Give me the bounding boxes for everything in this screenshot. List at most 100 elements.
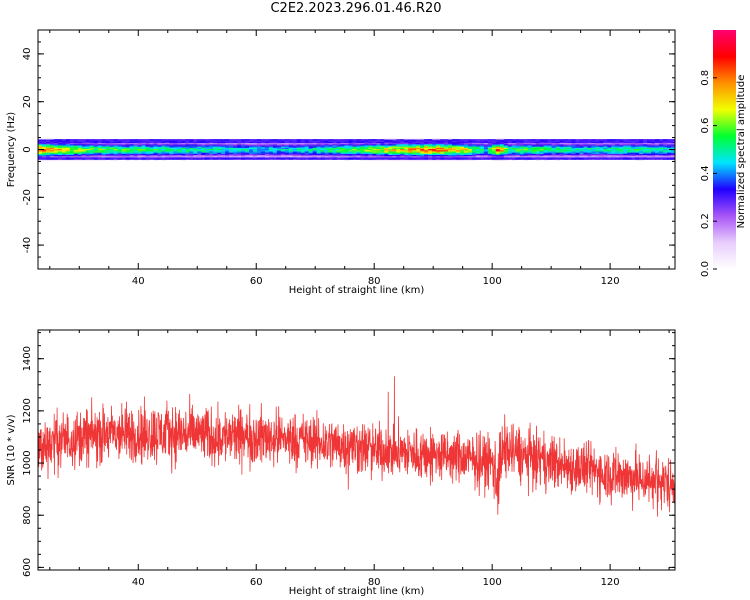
spectrogram-cell <box>241 139 246 141</box>
spectrogram-cell <box>567 151 573 153</box>
spectrogram-cell <box>400 157 405 159</box>
spectrogram-cell <box>619 143 624 146</box>
spectrogram-cell <box>197 143 202 146</box>
spectrogram-cell <box>340 153 346 156</box>
spectrogram-cell <box>456 157 461 159</box>
spectrogram-cell <box>384 146 389 148</box>
spectrogram-cell <box>376 153 381 156</box>
spectrogram-cell <box>432 148 437 151</box>
spectrogram-cell <box>189 143 194 146</box>
spectrogram-cell <box>161 153 166 156</box>
spectrogram-cell <box>165 157 170 159</box>
spectrogram-cell <box>503 154 509 157</box>
spectrogram-cell <box>483 155 489 158</box>
spectrogram-cell <box>635 148 640 151</box>
spectrogram-cell <box>583 146 589 148</box>
spectrogram-cell <box>229 157 234 159</box>
spectrogram-cell <box>635 154 640 157</box>
spectrogram-cell <box>133 141 139 144</box>
spectrogram-cell <box>53 159 59 162</box>
spectrogram-cell <box>364 148 370 151</box>
spectrogram-cell <box>615 154 620 157</box>
spectrogram-cell <box>388 154 393 157</box>
spectrogram-cell <box>332 143 338 146</box>
spectrogram-cell <box>400 151 405 153</box>
spectrogram-cell <box>551 155 557 158</box>
spectrogram-cell <box>320 145 326 147</box>
spectrogram-cell <box>101 147 107 150</box>
spectrogram-cell <box>463 139 469 141</box>
spectrogram-cell <box>61 157 67 159</box>
spectrogram-cell <box>328 142 334 145</box>
spectrogram-cell <box>599 149 604 152</box>
spectrogram-cell <box>308 158 314 160</box>
spectrogram-cell <box>376 151 381 153</box>
spectrogram-cell <box>249 157 254 159</box>
spectrogram-cell <box>360 158 366 160</box>
spectrogram-cell <box>623 139 628 141</box>
spectrogram-cell <box>252 147 258 150</box>
spectrogram-cell <box>145 155 151 158</box>
spectrogram-cell <box>408 153 413 156</box>
spectrogram-cell <box>388 158 393 160</box>
spectrogram-cell <box>364 154 370 157</box>
spectrogram-cell <box>599 152 604 154</box>
spectrogram-cell <box>113 158 119 160</box>
spectrogram-cell <box>161 146 166 148</box>
spectrogram-cell <box>595 142 600 145</box>
spectrogram-cell <box>499 141 505 144</box>
spectrogram-cell <box>324 147 330 150</box>
spectrogram-cell <box>225 153 230 156</box>
spectrogram-cell <box>225 157 230 159</box>
spectrogram-cell <box>408 155 413 158</box>
spectrogram-cell <box>213 152 218 154</box>
spectrogram-cell <box>336 157 342 159</box>
spectrogram-cell <box>328 152 334 154</box>
spectrogram-cell <box>531 140 537 142</box>
spectrogram-cell <box>651 158 656 160</box>
spectrogram-cell <box>280 151 286 153</box>
spectrogram-cell <box>73 154 79 157</box>
spectrogram-cell <box>392 137 397 140</box>
spectrogram-cell <box>296 149 302 152</box>
spectrogram-cell <box>428 152 433 154</box>
spectrogram-cell <box>416 158 421 160</box>
spectrogram-cell <box>300 154 306 157</box>
spectrogram-cell <box>671 154 675 157</box>
spectrogram-cell <box>575 155 581 158</box>
spectrogram-cell <box>296 140 302 142</box>
spectrogram-cell <box>65 153 71 156</box>
spectrogram-cell <box>535 151 541 153</box>
spectrogram-cell <box>245 139 250 141</box>
spectrogram-cell <box>643 140 648 142</box>
spectrogram-cell <box>535 145 541 147</box>
spectrogram-cell <box>579 140 585 142</box>
spectrogram-cell <box>284 155 290 158</box>
spectrogram-cell <box>141 143 147 146</box>
spectrogram-cell <box>300 149 306 152</box>
spectrogram-cell <box>511 140 517 142</box>
spectrogram-cell <box>467 155 473 158</box>
spectrogram-cell <box>424 139 429 141</box>
spectrogram-cell <box>205 148 210 151</box>
spectrogram-cell <box>428 146 433 148</box>
spectrogram-cell <box>125 157 131 159</box>
spectrogram-cell <box>583 141 589 144</box>
spectrogram-cell <box>651 152 656 154</box>
spectrogram-cell <box>69 152 75 154</box>
spectrogram-cell <box>73 151 79 153</box>
spectrogram-cell <box>448 157 453 159</box>
spectrogram-cell <box>499 140 505 142</box>
spectrogram-cell <box>583 154 589 157</box>
spectrogram-cell <box>229 140 234 142</box>
spectrogram-cell <box>647 158 652 160</box>
spectrogram-cell <box>193 157 198 159</box>
spectrogram-cell <box>264 146 270 148</box>
spectrogram-cell <box>599 153 604 156</box>
spectrogram-cell <box>364 149 370 152</box>
spectrogram-cell <box>252 139 258 141</box>
spectrogram-cell <box>57 146 63 148</box>
spectrogram-cell <box>539 152 545 154</box>
spectrogram-cell <box>515 151 521 153</box>
